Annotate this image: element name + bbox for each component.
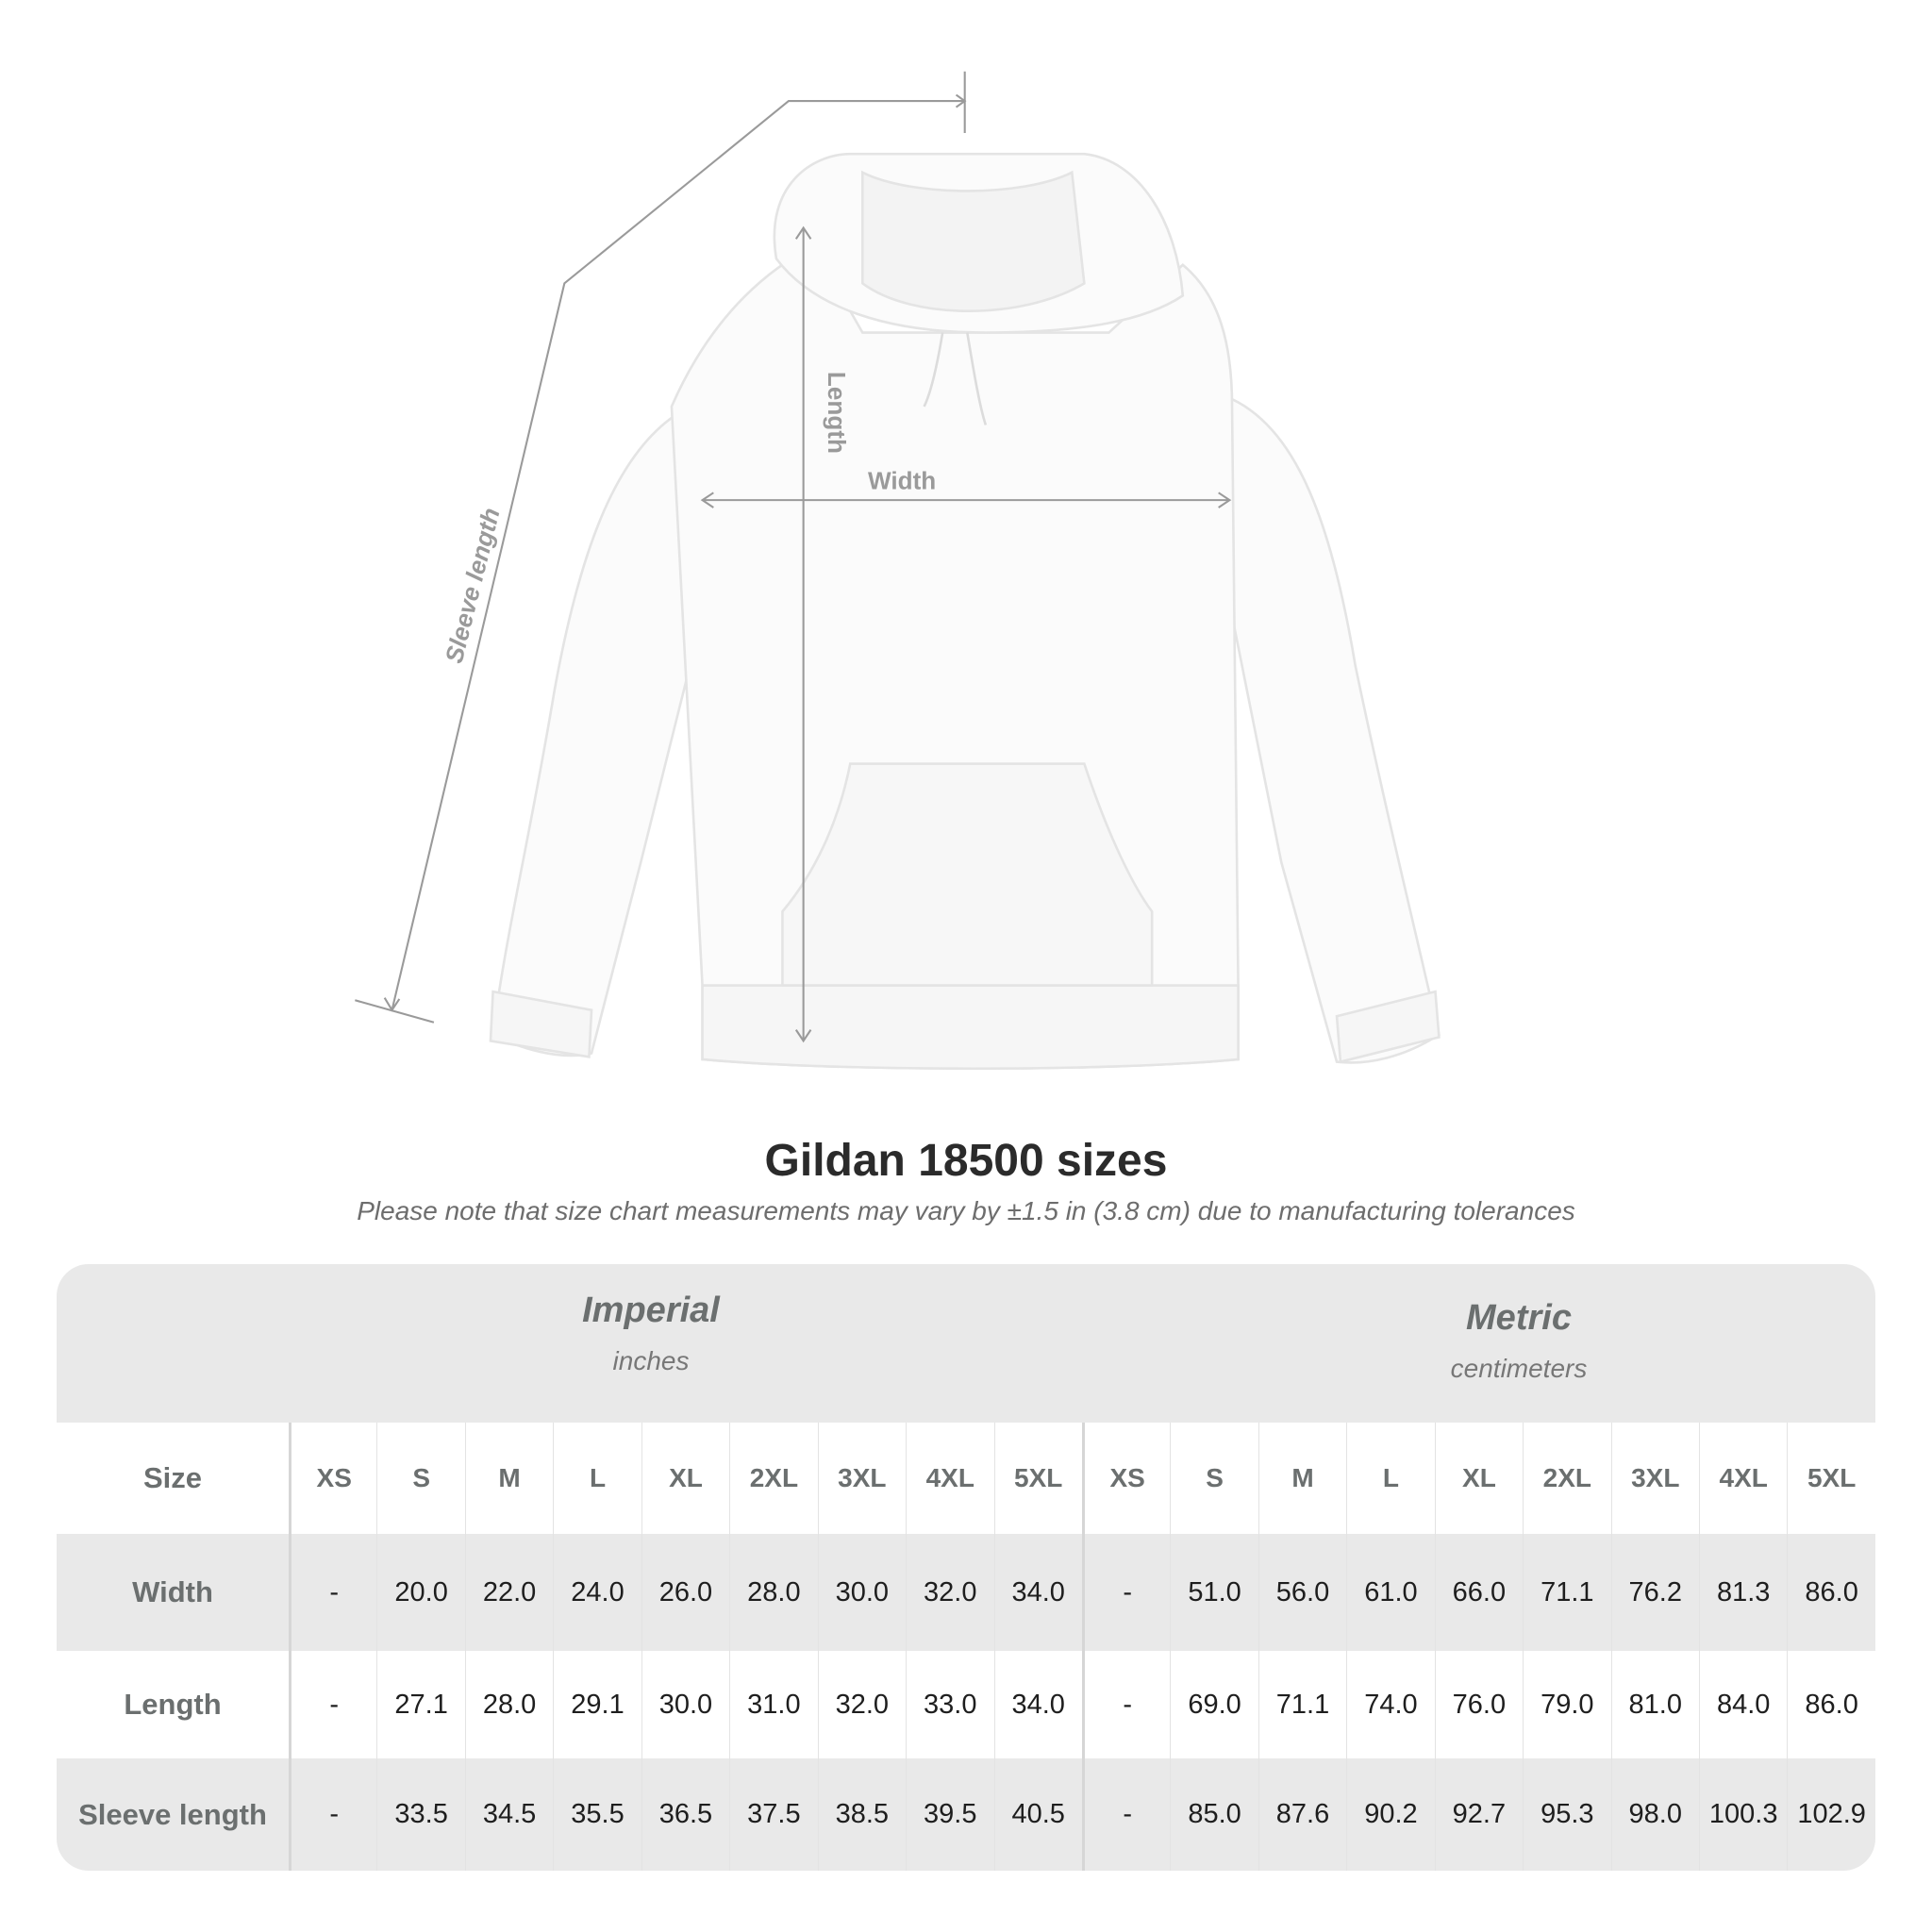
imperial-value-cell: 31.0 (729, 1651, 817, 1758)
metric-value-cell: 85.0 (1170, 1758, 1257, 1871)
hoodie-diagram: Length Width Sleeve length (355, 71, 1441, 1071)
metric-value-cell: 56.0 (1257, 1534, 1346, 1651)
metric-value-cell: 81.3 (1699, 1534, 1787, 1651)
row-label: Width (132, 1575, 213, 1608)
metric-value-cell: 98.0 (1610, 1758, 1699, 1871)
imperial-title: Imperial (582, 1291, 720, 1330)
imperial-value-cell: 28.0 (729, 1534, 817, 1651)
metric-header: Metric centimeters (1236, 1298, 1802, 1384)
metric-value-cell: 100.3 (1699, 1758, 1787, 1871)
metric-size-3xl: 3XL (1610, 1423, 1699, 1534)
imperial-value-cell: 36.5 (641, 1758, 729, 1871)
metric-value-cell: 102.9 (1787, 1758, 1874, 1871)
metric-size-m: M (1257, 1423, 1346, 1534)
imperial-value-cell: 22.0 (464, 1534, 553, 1651)
metric-size-2xl: 2XL (1523, 1423, 1610, 1534)
imperial-value-cell: 39.5 (906, 1758, 993, 1871)
metric-value-cell: 69.0 (1170, 1651, 1257, 1758)
metric-value-cell: 92.7 (1434, 1758, 1523, 1871)
imperial-value-cell: 35.5 (553, 1758, 641, 1871)
metric-value-cell: 61.0 (1346, 1534, 1434, 1651)
metric-value-cell: 76.2 (1610, 1534, 1699, 1651)
sleeve-length-label: Sleeve length (440, 505, 506, 666)
imperial-value-cell: 40.5 (993, 1758, 1082, 1871)
table-row-length: Length -27.1 28.0 29.1 30.0 31.0 32.0 33.0 34.0-… (57, 1651, 1875, 1758)
imperial-size-xs: XS (289, 1423, 376, 1534)
imperial-value-cell: 28.0 (464, 1651, 553, 1758)
imperial-value-cell: 30.0 (641, 1651, 729, 1758)
metric-value-cell: 90.2 (1346, 1758, 1434, 1871)
imperial-value-cell: 34.0 (993, 1534, 1082, 1651)
imperial-value-cell: - (289, 1534, 376, 1651)
imperial-size-2xl: 2XL (729, 1423, 817, 1534)
imperial-value-cell: 32.0 (906, 1534, 993, 1651)
imperial-value-cell: 27.1 (376, 1651, 464, 1758)
metric-value-cell: 86.0 (1787, 1651, 1874, 1758)
metric-size-xl: XL (1434, 1423, 1523, 1534)
imperial-value-cell: 26.0 (641, 1534, 729, 1651)
imperial-unit: inches (612, 1346, 690, 1375)
size-row: Size XS S M L XL 2XL 3XL 4XL 5XL XS S M L XL 2XL 3XL 4XL… (57, 1423, 1875, 1534)
metric-value-cell: - (1081, 1758, 1170, 1871)
metric-value-cell: - (1081, 1651, 1170, 1758)
metric-value-cell: 76.0 (1434, 1651, 1523, 1758)
metric-value-cell: 87.6 (1257, 1758, 1346, 1871)
metric-unit: centimeters (1450, 1354, 1588, 1383)
metric-size-4xl: 4XL (1699, 1423, 1787, 1534)
imperial-value-cell: 24.0 (553, 1534, 641, 1651)
imperial-value-cell: 32.0 (817, 1651, 906, 1758)
metric-size-xs: XS (1081, 1423, 1170, 1534)
imperial-size-4xl: 4XL (906, 1423, 993, 1534)
metric-title: Metric (1466, 1298, 1572, 1338)
imperial-value-cell: 33.5 (376, 1758, 464, 1871)
imperial-value-cell: 38.5 (817, 1758, 906, 1871)
width-label: Width (868, 466, 936, 494)
metric-value-cell: 74.0 (1346, 1651, 1434, 1758)
metric-value-cell: 71.1 (1523, 1534, 1610, 1651)
metric-value-cell: - (1081, 1534, 1170, 1651)
row-label: Sleeve length (78, 1797, 267, 1831)
metric-value-cell: 95.3 (1523, 1758, 1610, 1871)
metric-value-cell: 66.0 (1434, 1534, 1523, 1651)
hoodie-illustration (489, 152, 1441, 1071)
metric-value-cell: 71.1 (1257, 1651, 1346, 1758)
metric-value-cell: 81.0 (1610, 1651, 1699, 1758)
metric-value-cell: 86.0 (1787, 1534, 1874, 1651)
row-label: Length (124, 1688, 222, 1721)
imperial-size-l: L (553, 1423, 641, 1534)
imperial-size-3xl: 3XL (817, 1423, 906, 1534)
imperial-value-cell: - (289, 1758, 376, 1871)
size-table: Imperial inches Metric centimeters Size … (57, 1264, 1875, 1871)
imperial-value-cell: 33.0 (906, 1651, 993, 1758)
metric-size-5xl: 5XL (1787, 1423, 1874, 1534)
imperial-size-s: S (376, 1423, 464, 1534)
imperial-size-5xl: 5XL (993, 1423, 1082, 1534)
tolerance-note: Please note that size chart measurements… (357, 1196, 1575, 1225)
size-label: Size (142, 1461, 203, 1494)
table-header-band (57, 1264, 1875, 1423)
metric-size-l: L (1346, 1423, 1434, 1534)
imperial-header: Imperial inches (368, 1291, 934, 1376)
length-label: Length (823, 372, 851, 454)
measurement-lines (355, 71, 1232, 1043)
imperial-size-m: M (464, 1423, 553, 1534)
imperial-value-cell: 30.0 (817, 1534, 906, 1651)
imperial-size-xl: XL (641, 1423, 729, 1534)
metric-value-cell: 51.0 (1170, 1534, 1257, 1651)
imperial-value-cell: 20.0 (376, 1534, 464, 1651)
metric-value-cell: 84.0 (1699, 1651, 1787, 1758)
imperial-value-cell: 34.5 (464, 1758, 553, 1871)
metric-value-cell: 79.0 (1523, 1651, 1610, 1758)
metric-size-s: S (1170, 1423, 1257, 1534)
page-title: Gildan 18500 sizes (764, 1136, 1168, 1186)
imperial-value-cell: 29.1 (553, 1651, 641, 1758)
table-row-width: Width -20.0 22.0 24.0 26.0 28.0 30.0 32.0 34.0-5… (57, 1534, 1875, 1651)
table-row-sleeve-length: Sleeve length -33.5 34.5 35.5 36.5 37.5 38.5 39… (57, 1758, 1875, 1871)
imperial-value-cell: 34.0 (993, 1651, 1082, 1758)
imperial-value-cell: 37.5 (729, 1758, 817, 1871)
imperial-value-cell: - (289, 1651, 376, 1758)
